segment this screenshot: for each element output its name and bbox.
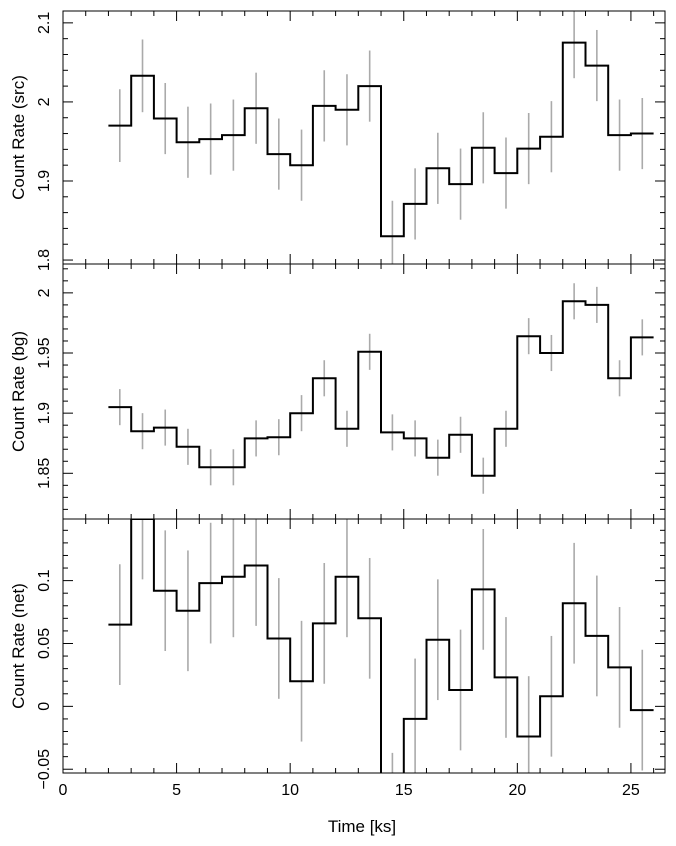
x-tick-label: 25: [622, 782, 640, 799]
panel-frame-net: [62, 518, 666, 774]
step-line-bg: [108, 300, 654, 477]
x-tick-label: 0: [59, 782, 68, 799]
y-tick-label: 2: [36, 97, 53, 106]
y-tick-label: 0.1: [36, 569, 53, 591]
panel-bg: 1.85 1.9 1.95 2 Count Rate (bg): [9, 263, 666, 520]
panel-src: 1.8 1.9 2 2.1 Count Rate (src): [9, 10, 666, 271]
y-tick-label: 2: [36, 288, 53, 297]
y-tick-label: 1.8: [36, 249, 53, 271]
y-axis-label-bg: Count Rate (bg): [9, 331, 28, 452]
y-tick-label: 1.85: [36, 458, 53, 489]
x-tick-label: 20: [508, 782, 526, 799]
y-tick-label: 1.95: [36, 337, 53, 368]
y-tick-label: 1.9: [36, 170, 53, 192]
y-tick-label: −0.05: [36, 749, 53, 790]
step-line-net: [108, 519, 654, 773]
x-tick-label: 5: [172, 782, 181, 799]
x-tick-label: 15: [395, 782, 413, 799]
x-axis-label: Time [ks]: [328, 817, 396, 836]
y-tick-label: 0.05: [36, 628, 53, 659]
step-line-src: [108, 41, 654, 238]
x-tick-label: 10: [281, 782, 299, 799]
panel-net: −0.05 0 0.05 0.1 Count Rate (net) 0 5 10 15 20 25: [9, 518, 666, 799]
y-tick-label: 0: [36, 702, 53, 711]
y-tick-label: 1.9: [36, 402, 53, 424]
y-axis-label-net: Count Rate (net): [9, 583, 28, 709]
y-axis-label-src: Count Rate (src): [9, 75, 28, 200]
y-tick-label: 2.1: [36, 12, 53, 34]
